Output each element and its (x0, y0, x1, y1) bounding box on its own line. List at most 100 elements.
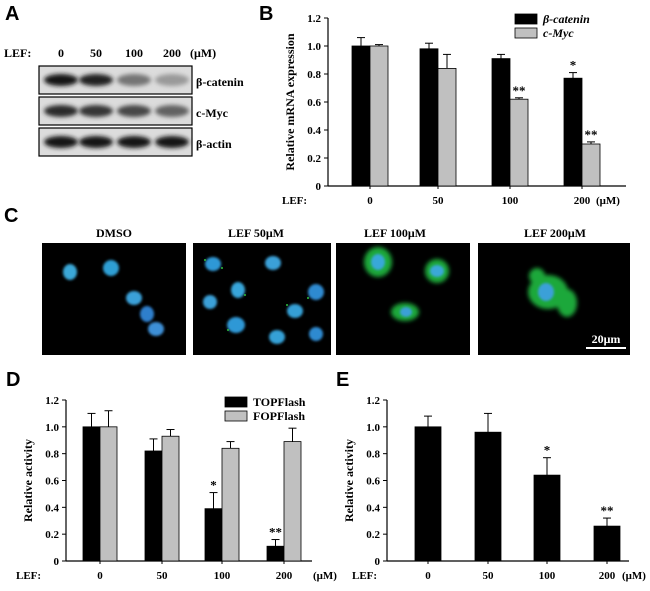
lane-0-label: 0 (58, 46, 64, 60)
significance-mark: ** (585, 127, 598, 142)
blot-band (117, 74, 151, 86)
blot-band (44, 74, 78, 86)
legend-label: c-Myc (543, 26, 574, 40)
micro-title-lef100: LEF 100μM (364, 226, 426, 240)
nuclei-dmso (63, 260, 164, 336)
unit-label: (μM) (190, 46, 216, 60)
scale-bar (586, 347, 626, 349)
western-blots (38, 65, 193, 157)
x-axis-prefix: LEF: (282, 195, 307, 207)
legend-swatch (514, 27, 538, 39)
blot-band (44, 136, 78, 148)
y-tick-label: 0.2 (307, 153, 321, 165)
panel-d-label: D (6, 369, 20, 391)
x-tick-label: 50 (157, 570, 169, 582)
bar (419, 48, 439, 187)
chart-e: 0 0.2 0.4 0.6 0.8 1.0 1.2 Relative activity LEF:… (342, 395, 646, 582)
bar (491, 58, 511, 187)
y-tick-label: 0.4 (366, 502, 380, 514)
micro-title-lef50: LEF 50μM (228, 226, 284, 240)
bar (82, 426, 101, 562)
bar (474, 431, 502, 562)
blot-band (79, 74, 113, 86)
chart-b: 0 0.2 0.4 0.6 0.8 1.0 1.2 Relative mRNA express… (282, 12, 626, 207)
panel-c-label: C (4, 205, 18, 227)
y-tick-label: 0.6 (307, 97, 321, 109)
y-tick-label: 0 (375, 556, 381, 568)
bar (161, 435, 180, 562)
y-tick-label: 1.2 (307, 13, 321, 25)
x-axis-prefix: LEF: (16, 570, 41, 582)
x-tick-label: 50 (433, 195, 445, 207)
x-tick-label: 0 (367, 195, 373, 207)
blot-label-beta-catenin: β-catenin (196, 75, 244, 89)
y-tick-label: 1.0 (307, 41, 321, 53)
significance-mark: ** (513, 83, 526, 98)
scale-bar-label: 20μm (592, 332, 621, 346)
panel-b-label: B (259, 3, 273, 25)
x-tick-label: 200 (276, 570, 293, 582)
x-tick-label: 200 (574, 195, 591, 207)
significance-mark: * (210, 478, 217, 493)
bar (414, 426, 442, 562)
y-tick-label: 0.4 (45, 502, 59, 514)
blot-band (155, 136, 189, 148)
bar (533, 474, 561, 562)
x-tick-label: 100 (502, 195, 519, 207)
x-axis-unit: (μM) (622, 570, 646, 582)
chart-d: 0 0.2 0.4 0.6 0.8 1.0 1.2 Relative activity LEF:… (16, 395, 337, 582)
blot-band (44, 105, 78, 117)
y-tick-label: 0.6 (45, 476, 59, 488)
significance-mark: * (544, 443, 551, 458)
y-tick-label: 0.2 (45, 529, 59, 541)
bar (593, 525, 621, 562)
y-tick-label: 1.2 (45, 395, 59, 407)
bar (581, 143, 601, 187)
lane-50-label: 50 (90, 46, 102, 60)
panel-b: B 0 0.2 0.4 0.6 0.8 1.0 1.2 Relative mRNA expre… (259, 3, 626, 207)
lef-header-label: LEF: (4, 46, 31, 60)
x-tick-label: 200 (599, 570, 616, 582)
micrograph-dmso (42, 243, 186, 355)
blot-band (155, 105, 189, 117)
panel-a-label: A (5, 3, 19, 25)
bar (99, 426, 118, 562)
blot-band (117, 136, 151, 148)
panel-e: E 0 0.2 0.4 0.6 0.8 1.0 1.2 Relative activity LE… (336, 369, 646, 582)
bar (437, 68, 457, 187)
significance-mark: ** (269, 525, 282, 540)
bar (563, 77, 583, 187)
y-tick-label: 0 (54, 556, 60, 568)
legend-swatch (224, 410, 248, 422)
panel-a: A LEF: 0 50 100 200 (μM) β-catenin c-Myc… (4, 3, 244, 157)
cells-lef200 (528, 268, 577, 317)
blot-band (79, 136, 113, 148)
y-tick-label: 0.8 (366, 449, 380, 461)
x-axis-unit: (μM) (596, 195, 620, 207)
blot-label-c-myc: c-Myc (196, 106, 229, 120)
y-tick-label: 0.4 (307, 125, 321, 137)
y-tick-label: 0.8 (307, 69, 321, 81)
bar (283, 441, 302, 562)
legend-label: β-catenin (542, 12, 590, 26)
micro-title-dmso: DMSO (96, 226, 132, 240)
lane-100-label: 100 (125, 46, 143, 60)
significance-mark: * (570, 58, 577, 73)
y-tick-label: 0.2 (366, 529, 380, 541)
legend-swatch (224, 396, 248, 408)
panel-d: D 0 0.2 0.4 0.6 0.8 1.0 1.2 Relative activity LE… (6, 369, 337, 582)
blot-band (155, 74, 189, 86)
y-axis-title: Relative activity (342, 439, 356, 522)
panel-c: C DMSO LEF 50μM LEF 100μM LEF 200μM (4, 205, 630, 355)
legend-swatch (514, 13, 538, 25)
x-axis-prefix: LEF: (352, 570, 377, 582)
significance-mark: ** (601, 503, 614, 518)
x-axis-unit: (μM) (313, 570, 337, 582)
y-tick-label: 1.0 (45, 422, 59, 434)
micrograph-lef100 (336, 243, 470, 355)
legend-label: TOPFlash (253, 395, 306, 409)
x-tick-label: 0 (97, 570, 103, 582)
bar (144, 450, 163, 562)
y-tick-label: 1.0 (366, 422, 380, 434)
lane-200-label: 200 (163, 46, 181, 60)
